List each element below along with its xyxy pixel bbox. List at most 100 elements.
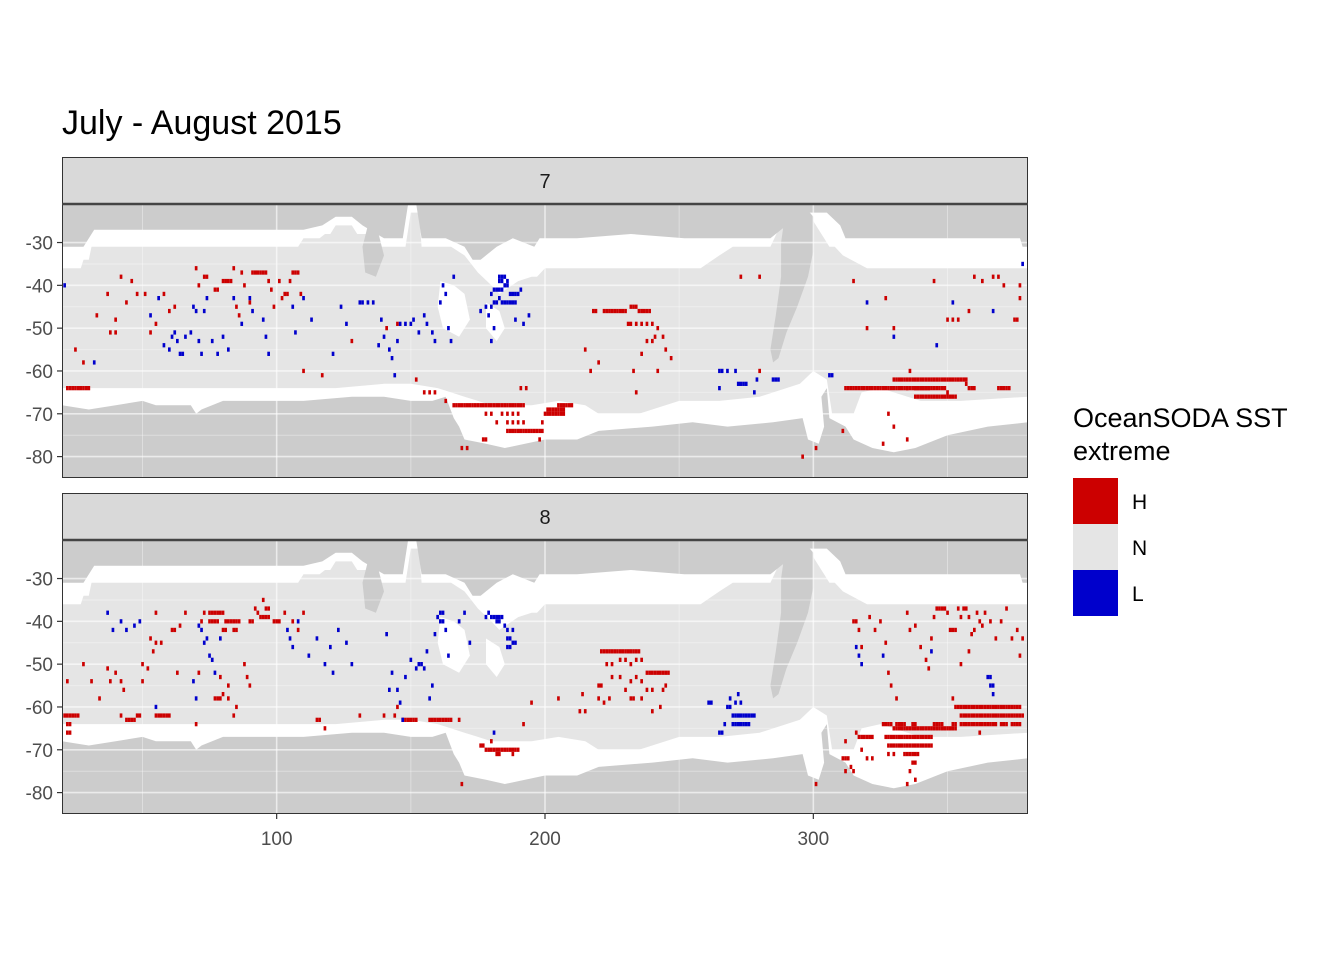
cell-h — [68, 722, 72, 727]
cell-h — [82, 360, 85, 365]
cell-h — [634, 304, 638, 309]
cell-h — [889, 734, 893, 740]
cell-h — [970, 632, 973, 637]
cell-h — [919, 394, 922, 399]
cell-h — [879, 386, 882, 391]
cell-h — [903, 722, 906, 727]
cell-h — [975, 610, 979, 615]
cell-h — [938, 606, 941, 611]
cell-h — [1010, 713, 1014, 718]
cell-h — [892, 377, 896, 382]
cell-h — [444, 398, 448, 404]
cell-h — [506, 411, 509, 416]
cell-h — [997, 274, 1000, 279]
cell-h — [954, 722, 957, 727]
cell-h — [951, 722, 955, 727]
cell-l — [388, 347, 391, 352]
cell-h — [930, 377, 933, 382]
cell-h — [490, 403, 493, 408]
cell-h — [946, 317, 949, 322]
cell-l — [385, 632, 388, 637]
cell-h — [267, 606, 270, 611]
cell-h — [645, 670, 649, 675]
cell-l — [739, 381, 743, 386]
cell-h — [924, 377, 928, 382]
cell-h — [911, 743, 914, 748]
cell-h — [964, 713, 968, 718]
cell-h — [964, 722, 968, 727]
cell-l — [291, 644, 295, 650]
cell-l — [409, 321, 413, 326]
cell-l — [232, 296, 236, 301]
cell-l — [527, 313, 531, 318]
cell-h — [431, 717, 434, 722]
cell-l — [216, 351, 219, 356]
cell-h — [978, 619, 982, 624]
cell-h — [626, 321, 630, 326]
cell-l — [447, 326, 450, 331]
cell-h — [1015, 722, 1019, 727]
cell-h — [935, 606, 939, 611]
cell-h — [664, 683, 668, 688]
cell-h — [932, 394, 936, 399]
cell-h — [168, 308, 171, 314]
cell-h — [522, 428, 525, 434]
cell-h — [602, 308, 606, 314]
cell-h — [932, 386, 936, 391]
cell-h — [1002, 386, 1006, 391]
y-tick-label: -80 — [26, 448, 53, 469]
cell-h — [916, 377, 920, 382]
cell-l — [514, 300, 517, 305]
cell-h — [852, 386, 855, 391]
cell-h — [213, 610, 217, 615]
cell-h — [959, 704, 963, 710]
cell-h — [664, 670, 668, 675]
cell-h — [634, 321, 638, 326]
cell-l — [726, 368, 729, 374]
cell-h — [565, 403, 568, 408]
cell-h — [951, 726, 955, 731]
cell-h — [951, 627, 955, 633]
cell-h — [613, 649, 617, 654]
cell-h — [932, 278, 936, 284]
cell-l — [390, 670, 394, 675]
cell-l — [468, 640, 472, 645]
cell-l — [181, 351, 185, 356]
cell-h — [1013, 713, 1016, 718]
cell-h — [66, 730, 69, 735]
cell-l — [221, 334, 225, 339]
cell-h — [1002, 704, 1006, 710]
cell-h — [983, 704, 987, 710]
cell-h — [382, 713, 386, 718]
cell-h — [900, 726, 904, 731]
cell-h — [1005, 606, 1008, 611]
cell-h — [865, 386, 869, 391]
cell-h — [506, 403, 509, 408]
cell-h — [871, 386, 874, 391]
cell-h — [930, 636, 933, 641]
cell-h — [951, 696, 955, 701]
cell-l — [417, 330, 421, 335]
cell-h — [887, 670, 890, 675]
cell-l — [511, 300, 515, 305]
cell-h — [903, 377, 906, 382]
cell-h — [905, 610, 909, 615]
cell-h — [983, 722, 987, 727]
cell-h — [261, 270, 265, 275]
cell-h — [213, 619, 217, 624]
cell-h — [846, 386, 850, 391]
cell-h — [994, 722, 998, 727]
cell-h — [404, 717, 407, 722]
cell-h — [887, 743, 890, 748]
cell-h — [133, 717, 136, 722]
cell-l — [261, 317, 265, 322]
cell-h — [559, 403, 563, 408]
cell-l — [728, 704, 732, 710]
cell-h — [159, 640, 163, 645]
cell-h — [1013, 317, 1016, 322]
cell-h — [84, 386, 88, 391]
cell-l — [210, 657, 214, 662]
cell-h — [935, 722, 939, 727]
cell-l — [380, 317, 383, 322]
